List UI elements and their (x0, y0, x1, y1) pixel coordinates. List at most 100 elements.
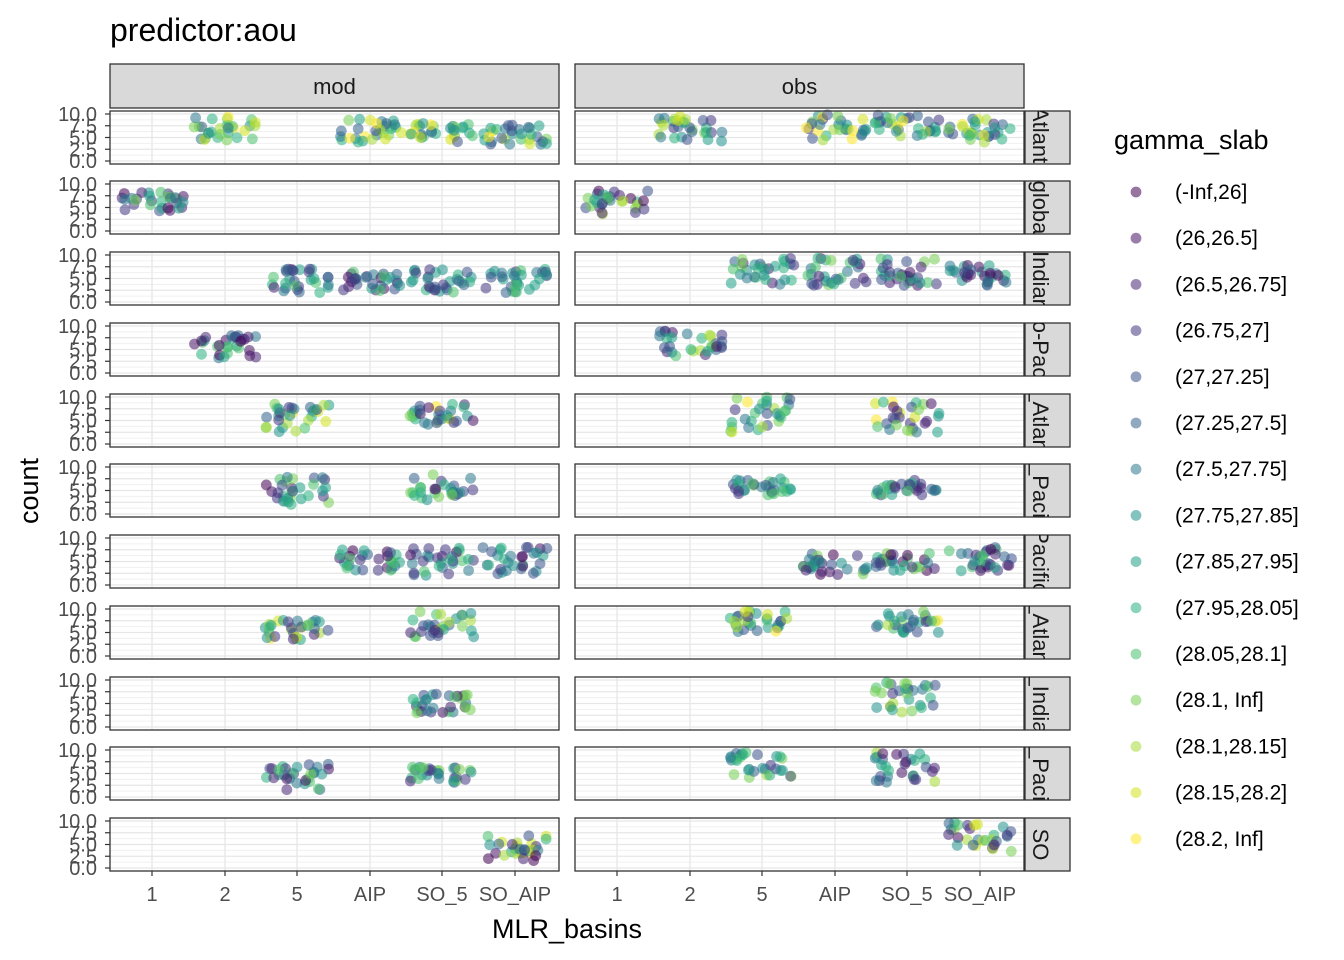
data-point (290, 425, 302, 437)
facet-strip-column (109, 63, 560, 109)
data-point (842, 266, 853, 277)
data-point (235, 335, 247, 347)
facet-strip-row (1024, 676, 1071, 731)
data-point (524, 284, 535, 295)
legend-label: (-Inf,26] (1175, 181, 1247, 204)
data-point (697, 115, 709, 126)
data-point (757, 762, 768, 774)
data-point (752, 262, 764, 274)
y-tick-label: 7.5 (69, 823, 97, 845)
data-point (496, 271, 508, 283)
data-point (435, 608, 447, 620)
data-point (915, 261, 927, 273)
data-point (857, 113, 869, 125)
x-tick-label: 1 (611, 884, 622, 906)
data-point (422, 418, 434, 430)
legend-key (1130, 279, 1142, 290)
data-point (268, 282, 280, 293)
data-point (352, 123, 364, 135)
data-point (746, 478, 758, 489)
data-point (411, 707, 423, 719)
data-point (491, 123, 502, 135)
data-point (423, 402, 435, 413)
data-point (281, 784, 293, 796)
data-point (977, 549, 988, 561)
y-tick-label: 0.0 (69, 646, 97, 668)
data-point (725, 752, 736, 764)
y-tick-label: 7.5 (69, 399, 97, 421)
data-point (1004, 123, 1016, 134)
data-point (739, 606, 751, 617)
data-point (956, 548, 967, 560)
y-tick-label: 2.5 (69, 209, 97, 231)
data-point (742, 396, 753, 408)
data-point (457, 609, 468, 621)
data-point (507, 560, 519, 572)
data-point (912, 110, 923, 122)
data-point (203, 127, 214, 139)
data-point (891, 749, 902, 760)
data-point (389, 119, 401, 130)
facet-strip-row (1024, 463, 1071, 518)
y-tick-label: 10.0 (58, 316, 97, 338)
data-point (406, 558, 418, 570)
y-tick-label: 10.0 (58, 104, 97, 126)
panel-border (574, 817, 1025, 872)
data-point (924, 548, 935, 559)
legend-key (1130, 694, 1142, 706)
data-point (528, 547, 540, 559)
data-point (486, 546, 497, 558)
data-point (642, 185, 654, 197)
facet-row-label-group: _Paci (1028, 745, 1053, 801)
y-tick-label: 7.5 (69, 116, 97, 138)
y-tick-label: 5.0 (69, 269, 97, 291)
data-point (226, 330, 237, 342)
data-point (496, 132, 508, 144)
data-point (357, 564, 369, 576)
data-point (969, 116, 981, 128)
data-point (975, 565, 986, 576)
y-tick-label: 5.0 (69, 411, 97, 433)
y-tick-label: 0.0 (69, 575, 97, 597)
data-point (896, 767, 908, 778)
panel-border (574, 746, 1025, 801)
data-point (445, 701, 456, 713)
data-point (541, 138, 552, 149)
data-point (982, 276, 994, 288)
data-point (405, 128, 417, 140)
data-point (119, 204, 131, 216)
data-point (655, 131, 667, 143)
data-point (231, 132, 243, 144)
data-point (882, 619, 894, 631)
data-point (308, 273, 320, 284)
data-point (979, 136, 990, 148)
data-point (1005, 845, 1017, 857)
data-point (638, 195, 649, 207)
data-point (244, 350, 256, 362)
y-tick-label: 5.0 (69, 623, 97, 645)
data-point (955, 565, 967, 577)
panel-border (574, 180, 1025, 235)
y-tick-label: 0.0 (69, 858, 97, 880)
facet-strip-column (574, 63, 1025, 109)
data-point (817, 134, 829, 146)
facet-row-label: _Paci (1028, 745, 1053, 801)
data-point (414, 132, 426, 143)
y-tick-label: 2.5 (69, 492, 97, 514)
data-point (784, 483, 796, 495)
y-tick-label: 10.0 (58, 811, 97, 833)
data-point (247, 133, 258, 145)
facet-row-label-group: _Paci (1028, 464, 1053, 517)
data-point (891, 419, 902, 431)
panel-border (109, 322, 560, 377)
data-point (528, 855, 539, 866)
y-tick-label: 0.0 (69, 717, 97, 739)
data-point (926, 615, 937, 627)
data-point (943, 545, 955, 557)
data-point (518, 853, 529, 865)
data-point (380, 133, 391, 145)
y-tick-label: 0.0 (69, 221, 97, 243)
facet-row-label: _Atlan (1028, 600, 1053, 663)
chart-title: predictor:aou (110, 12, 297, 48)
